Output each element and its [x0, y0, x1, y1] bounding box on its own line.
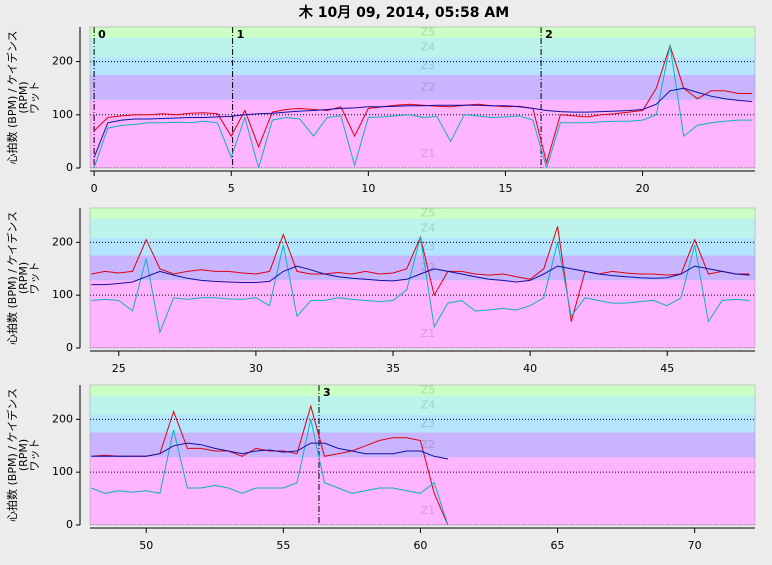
y-axis-label-line: (RPM) — [17, 81, 30, 113]
series-line — [93, 45, 753, 168]
zone-band — [90, 99, 755, 168]
y-axis-label-line: (RPM) — [17, 439, 30, 471]
zone-label: Z5 — [421, 383, 436, 396]
y-tick-label: 100 — [52, 108, 73, 121]
series-line — [93, 87, 753, 158]
zone-label: Z1 — [421, 147, 436, 160]
y-tick-label: 0 — [66, 518, 73, 531]
y-axis-label-line: 心拍数 (BPM) / ケイデンス — [5, 211, 19, 345]
x-tick-label: 20 — [636, 182, 650, 195]
x-tick-label: 65 — [551, 539, 565, 552]
zone-label: Z3 — [421, 417, 436, 430]
y-tick-label: 0 — [66, 341, 73, 354]
zone-band — [90, 385, 755, 396]
x-tick-label: 10 — [361, 182, 375, 195]
plot-frame — [89, 207, 756, 349]
x-tick-label: 70 — [688, 539, 702, 552]
zone-label: Z3 — [421, 240, 436, 253]
lap-label: 3 — [323, 386, 331, 399]
zone-label: Z4 — [421, 40, 436, 53]
x-tick-label: 40 — [523, 362, 537, 375]
zone-label: Z3 — [421, 59, 436, 72]
y-axis-label-line: 心拍数 (BPM) / ケイデンス — [5, 388, 19, 522]
x-tick-label: 60 — [413, 539, 427, 552]
zone-label: Z1 — [421, 327, 436, 340]
zone-label: Z2 — [421, 80, 436, 93]
zone-band — [90, 255, 755, 281]
y-tick-label: 200 — [52, 235, 73, 248]
series-line — [91, 442, 448, 460]
series-line — [91, 419, 449, 525]
y-axis-label-line: ワット — [28, 439, 41, 472]
x-tick-label: 15 — [498, 182, 512, 195]
y-tick-label: 200 — [52, 412, 73, 425]
y-tick-label: 0 — [66, 161, 73, 174]
zone-label: Z4 — [421, 398, 436, 411]
y-axis-label-line: ワット — [28, 262, 41, 295]
y-tick-label: 100 — [52, 288, 73, 301]
y-axis-label-line: (RPM) — [17, 262, 30, 294]
plot: Z1 Z2 Z3 Z4 Z5 — [90, 25, 755, 168]
x-tick-label: 25 — [112, 362, 126, 375]
x-tick-label: 0 — [91, 182, 98, 195]
plot-frame — [89, 26, 756, 169]
x-tick-label: 45 — [660, 362, 674, 375]
x-tick-label: 5 — [228, 182, 235, 195]
y-axis-label: 心拍数 (BPM) / ケイデンス(RPM)ワット — [5, 30, 41, 164]
y-tick-label: 100 — [52, 465, 73, 478]
y-axis-label: 心拍数 (BPM) / ケイデンス(RPM)ワット — [5, 211, 41, 345]
y-axis-label-line: 心拍数 (BPM) / ケイデンス — [5, 30, 19, 164]
zone-band — [90, 37, 755, 58]
y-axis-label: 心拍数 (BPM) / ケイデンス(RPM)ワット — [5, 388, 41, 522]
zone-band — [90, 218, 755, 239]
lap-label: 2 — [545, 28, 553, 41]
x-tick-label: 35 — [386, 362, 400, 375]
zone-label: Z2 — [421, 438, 436, 451]
plot-frame — [89, 384, 756, 526]
y-axis-label-line: ワット — [28, 81, 41, 114]
x-tick-label: 50 — [139, 539, 153, 552]
zone-label: Z5 — [421, 25, 436, 38]
x-tick-label: 55 — [276, 539, 290, 552]
zone-label: Z1 — [421, 504, 436, 517]
x-tick-label: 30 — [249, 362, 263, 375]
plot: Z1 Z2 Z3 Z4 Z5 — [90, 383, 755, 525]
zone-band — [90, 208, 755, 219]
zone-band — [90, 395, 755, 416]
series-line — [91, 265, 750, 286]
y-tick-label: 200 — [52, 55, 73, 68]
lap-label: 0 — [98, 28, 106, 41]
lap-label: 1 — [237, 28, 245, 41]
zone-band — [90, 74, 755, 100]
zone-band — [90, 27, 755, 38]
series-line — [91, 236, 750, 334]
zone-label: Z5 — [421, 206, 436, 219]
zone-band — [90, 280, 755, 348]
zone-label: Z4 — [421, 221, 436, 234]
chart-title: 木 10月 09, 2014, 05:58 AM — [298, 4, 509, 21]
